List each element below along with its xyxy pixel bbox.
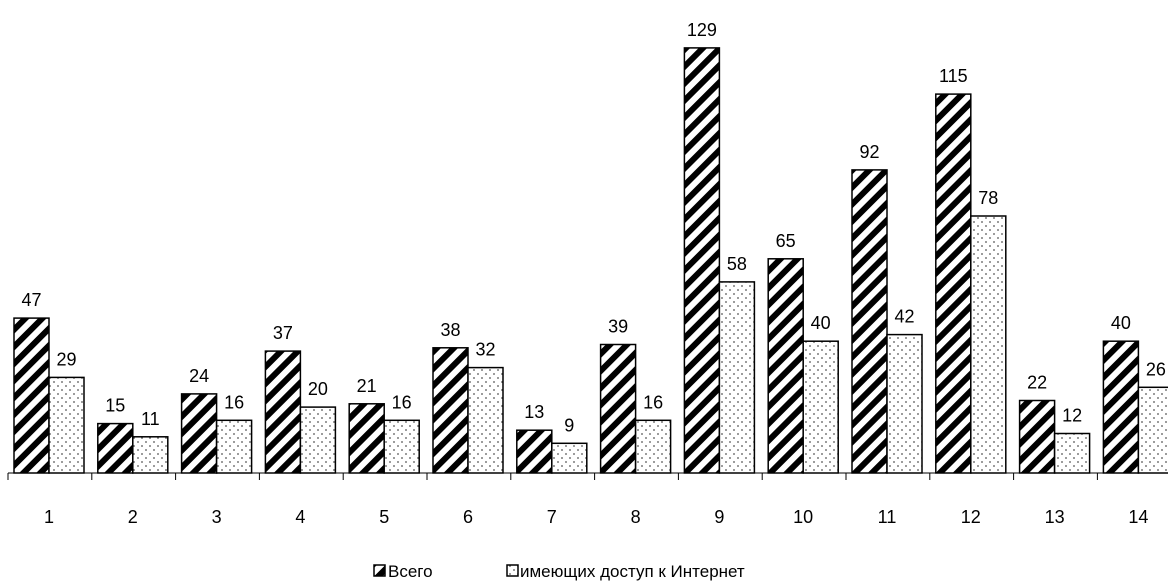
x-tick-label-11: 11 (878, 507, 897, 527)
bar-series-2-cat-4 (299, 406, 337, 474)
data-label-series-1-cat-1: 47 (21, 290, 41, 310)
x-tick-label-14: 14 (1128, 507, 1148, 527)
data-label-series-2-cat-9: 58 (727, 254, 747, 274)
bar-series-1-cat-6 (432, 347, 469, 474)
bar-series-1-cat-5 (348, 403, 385, 474)
data-label-series-2-cat-13: 12 (1062, 406, 1082, 426)
data-label-series-2-cat-5: 16 (392, 392, 412, 412)
bar-series-2-cat-1 (48, 376, 85, 474)
x-tick-label-2: 2 (128, 507, 138, 527)
bar-series-2-cat-3 (215, 419, 253, 474)
x-tick-label-10: 10 (793, 507, 813, 527)
data-label-series-1-cat-3: 24 (189, 366, 209, 386)
x-tick-label-6: 6 (463, 507, 473, 527)
data-label-series-1-cat-5: 21 (357, 376, 377, 396)
data-label-series-1-cat-10: 65 (776, 231, 796, 251)
bar-series-2-cat-12 (970, 215, 1007, 474)
data-label-series-2-cat-1: 29 (56, 349, 76, 369)
data-label-series-2-cat-4: 20 (308, 379, 328, 399)
bar-series-2-cat-14 (1137, 386, 1168, 474)
bar-series-1-cat-1 (13, 317, 50, 474)
legend-swatch-series-2 (506, 564, 519, 577)
data-label-series-2-cat-10: 40 (811, 313, 831, 333)
bar-series-1-cat-10 (767, 258, 804, 474)
bar-series-1-cat-7 (516, 429, 553, 474)
data-label-series-1-cat-2: 15 (105, 396, 125, 416)
data-label-series-1-cat-7: 13 (524, 402, 544, 422)
bar-series-1-cat-8 (599, 343, 637, 474)
bar-series-2-cat-6 (467, 366, 504, 474)
bar-series-2-cat-9 (718, 281, 756, 474)
x-tick-label-7: 7 (547, 507, 557, 527)
x-tick-label-3: 3 (212, 507, 222, 527)
bar-series-2-cat-11 (886, 333, 923, 474)
bar-series-1-cat-2 (97, 422, 134, 474)
data-label-series-2-cat-14: 26 (1146, 359, 1166, 379)
plot-area: 4715243721381339129659211522402911162016… (7, 20, 1168, 527)
data-label-series-2-cat-8: 16 (643, 392, 663, 412)
bar-series-2-cat-2 (132, 436, 169, 474)
legend-label-series-1: Всего (388, 562, 433, 581)
data-label-series-2-cat-2: 11 (141, 409, 160, 429)
x-tick-label-5: 5 (379, 507, 389, 527)
data-label-series-1-cat-6: 38 (440, 320, 460, 340)
data-label-series-1-cat-13: 22 (1027, 373, 1047, 393)
bar-series-2-cat-10 (802, 340, 839, 474)
data-label-series-2-cat-11: 42 (894, 307, 914, 327)
x-tick-label-1: 1 (44, 507, 54, 527)
data-label-series-1-cat-14: 40 (1111, 313, 1131, 333)
bar-series-2-cat-5 (383, 419, 420, 474)
bar-series-1-cat-9 (683, 47, 721, 474)
bar-series-1-cat-12 (935, 93, 972, 474)
data-label-series-1-cat-11: 92 (859, 142, 879, 162)
bar-series-1-cat-4 (264, 350, 302, 474)
bar-series-1-cat-11 (851, 169, 888, 474)
bar-series-2-cat-13 (1053, 432, 1091, 474)
bar-series-1-cat-13 (1018, 399, 1056, 474)
bar-series-2-cat-8 (634, 419, 672, 474)
x-tick-label-12: 12 (961, 507, 981, 527)
x-tick-label-13: 13 (1045, 507, 1065, 527)
x-tick-label-8: 8 (631, 507, 641, 527)
legend-label-series-2: имеющих доступ к Интернет (520, 562, 745, 581)
data-label-series-2-cat-6: 32 (475, 340, 495, 360)
data-label-series-1-cat-9: 129 (687, 20, 717, 40)
data-label-series-1-cat-8: 39 (608, 317, 628, 337)
legend: Всего имеющих доступ к Интернет (373, 562, 745, 581)
bar-series-2-cat-7 (551, 442, 588, 474)
bar-series-1-cat-14 (1102, 340, 1140, 474)
data-label-series-1-cat-12: 115 (939, 66, 968, 86)
data-label-series-2-cat-7: 9 (564, 415, 574, 435)
x-tick-label-4: 4 (295, 507, 305, 527)
x-tick-label-9: 9 (714, 507, 724, 527)
data-label-series-1-cat-4: 37 (273, 323, 293, 343)
data-label-series-2-cat-3: 16 (224, 392, 244, 412)
data-label-series-2-cat-12: 78 (978, 188, 998, 208)
legend-swatch-series-1 (373, 564, 386, 577)
bar-series-1-cat-3 (180, 393, 218, 474)
